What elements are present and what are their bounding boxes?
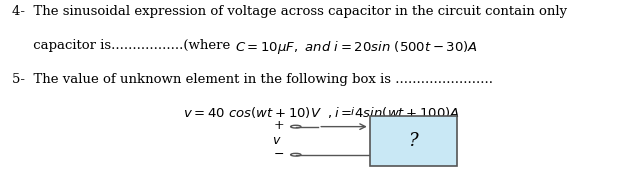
Text: capacitor is.................(where: capacitor is.................(where — [12, 39, 234, 52]
Bar — [370, 116, 457, 166]
Text: $v = 40\ cos(wt + 10)V\ \ ,i = 4sin(wt + 100)A$: $v = 40\ cos(wt + 10)V\ \ ,i = 4sin(wt +… — [183, 105, 460, 120]
Text: −: − — [274, 148, 284, 161]
Text: ?: ? — [408, 132, 418, 150]
Text: $v$: $v$ — [272, 134, 281, 147]
Text: $i$: $i$ — [350, 105, 354, 117]
Text: $C = 10\mu F,\ and\ i = 20sin\ (500t - 30)A$: $C = 10\mu F,\ and\ i = 20sin\ (500t - 3… — [235, 39, 478, 56]
Text: 5-  The value of unknown element in the following box is .......................: 5- The value of unknown element in the f… — [12, 73, 493, 86]
Text: 4-  The sinusoidal expression of voltage across capacitor in the circuit contain: 4- The sinusoidal expression of voltage … — [12, 5, 566, 18]
Text: +: + — [273, 119, 284, 132]
